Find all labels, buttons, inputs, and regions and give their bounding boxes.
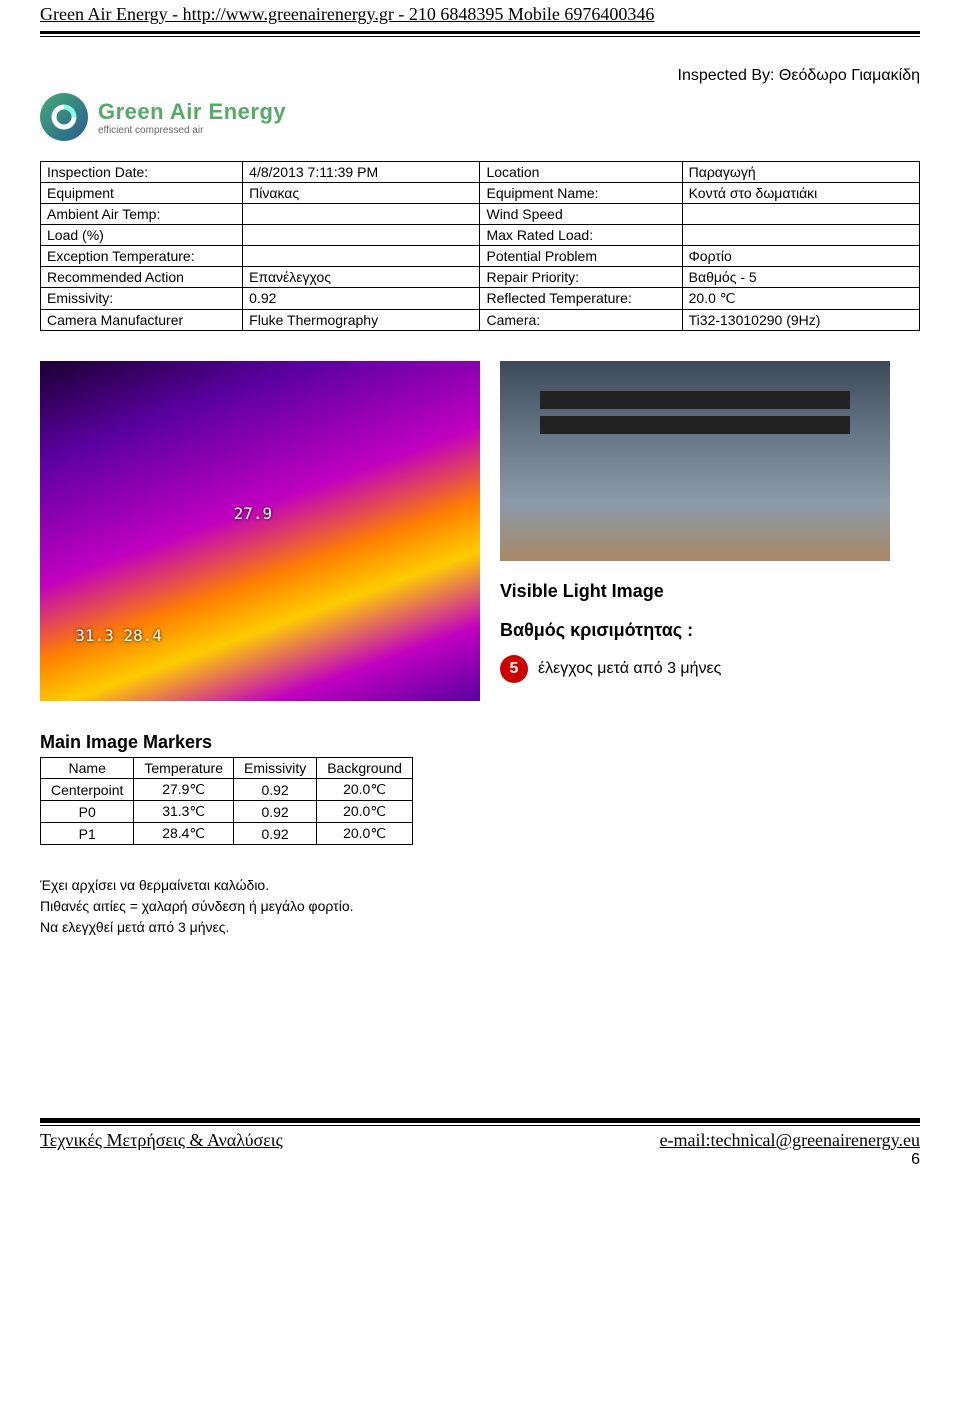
spec-cell: Κοντά στο δωματιάκι: [682, 183, 919, 204]
spec-cell: Παραγωγή: [682, 162, 919, 183]
spec-cell: Φορτίο: [682, 246, 919, 267]
footer-right: e-mail:technical@greenairenergy.eu: [660, 1130, 920, 1151]
markers-table: NameTemperatureEmissivityBackground Cent…: [40, 757, 413, 845]
spec-cell: [243, 204, 480, 225]
brand-tagline: efficient compressed air: [98, 125, 286, 136]
spec-cell: [243, 225, 480, 246]
check-text: έλεγχος μετά από 3 μήνες: [538, 660, 721, 678]
markers-cell: 27.9℃: [134, 779, 234, 801]
criticality-row: 5 έλεγχος μετά από 3 μήνες: [500, 655, 890, 683]
notes: Έχει αρχίσει να θερμαίνεται καλώδιο.Πιθα…: [40, 875, 920, 938]
spec-cell: Fluke Thermography: [243, 310, 480, 331]
footer-left: Τεχνικές Μετρήσεις & Αναλύσεις: [40, 1130, 283, 1151]
spec-cell: [682, 204, 919, 225]
spec-cell: Inspection Date:: [41, 162, 243, 183]
spec-cell: Camera:: [480, 310, 682, 331]
markers-cell: P1: [41, 823, 134, 845]
spec-cell: Wind Speed: [480, 204, 682, 225]
spec-cell: Exception Temperature:: [41, 246, 243, 267]
markers-cell: P0: [41, 801, 134, 823]
markers-cell: 0.92: [233, 779, 316, 801]
spec-cell: [682, 225, 919, 246]
spec-cell: Load (%): [41, 225, 243, 246]
markers-col: Emissivity: [233, 758, 316, 779]
spec-cell: Επανέλεγχος: [243, 267, 480, 288]
spec-cell: Camera Manufacturer: [41, 310, 243, 331]
markers-cell: 20.0℃: [317, 823, 413, 845]
note-line: Πιθανές αιτίες = χαλαρή σύνδεση ή μεγάλο…: [40, 896, 920, 917]
thermal-image: 27.9 31.3 28.4: [40, 361, 480, 701]
spec-table: Inspection Date:4/8/2013 7:11:39 PMLocat…: [40, 161, 920, 331]
spec-cell: 20.0 ℃: [682, 288, 919, 310]
markers-cell: 28.4℃: [134, 823, 234, 845]
spec-cell: Ti32-13010290 (9Hz): [682, 310, 919, 331]
thermal-marker-2: 31.3 28.4: [75, 626, 162, 645]
spec-cell: Πίνακας: [243, 183, 480, 204]
logo-icon: [40, 93, 88, 141]
note-line: Να ελεγχθεί μετά από 3 μήνες.: [40, 917, 920, 938]
spec-cell: Ambient Air Temp:: [41, 204, 243, 225]
page-header: Green Air Energy - http://www.greenairen…: [0, 0, 960, 29]
page-footer: Τεχνικές Μετρήσεις & Αναλύσεις e-mail:te…: [0, 1126, 960, 1151]
spec-cell: Location: [480, 162, 682, 183]
page-number: 6: [0, 1151, 960, 1169]
markers-cell: Centerpoint: [41, 779, 134, 801]
markers-cell: 0.92: [233, 801, 316, 823]
markers-cell: 20.0℃: [317, 779, 413, 801]
criticality-badge: 5: [500, 655, 528, 683]
images-row: 27.9 31.3 28.4 Visible Light Image Βαθμό…: [40, 361, 920, 701]
markers-col: Background: [317, 758, 413, 779]
spec-cell: Repair Priority:: [480, 267, 682, 288]
spec-cell: Reflected Temperature:: [480, 288, 682, 310]
markers-cell: 20.0℃: [317, 801, 413, 823]
spec-cell: 4/8/2013 7:11:39 PM: [243, 162, 480, 183]
markers-cell: 0.92: [233, 823, 316, 845]
markers-cell: 31.3℃: [134, 801, 234, 823]
logo-row: Green Air Energy efficient compressed ai…: [40, 93, 920, 141]
markers-col: Temperature: [134, 758, 234, 779]
header-rule-thick: [40, 31, 920, 34]
visible-light-image: [500, 361, 890, 561]
note-line: Έχει αρχίσει να θερμαίνεται καλώδιο.: [40, 875, 920, 896]
logo-text: Green Air Energy efficient compressed ai…: [98, 99, 286, 136]
brand-name: Green Air Energy: [98, 99, 286, 125]
criticality-label: Βαθμός κρισιμότητας :: [500, 620, 890, 641]
spec-cell: Potential Problem: [480, 246, 682, 267]
spec-cell: Recommended Action: [41, 267, 243, 288]
markers-title: Main Image Markers: [40, 732, 920, 753]
spec-cell: Equipment: [41, 183, 243, 204]
inspected-by: Inspected By: Θεόδωρο Γιαμακίδη: [40, 67, 920, 85]
thermal-marker-1: 27.9: [234, 504, 273, 523]
spec-cell: 0.92: [243, 288, 480, 310]
spec-cell: [243, 246, 480, 267]
spec-cell: Max Rated Load:: [480, 225, 682, 246]
visible-light-label: Visible Light Image: [500, 581, 890, 602]
spec-cell: Βαθμός - 5: [682, 267, 919, 288]
spec-cell: Equipment Name:: [480, 183, 682, 204]
markers-col: Name: [41, 758, 134, 779]
spec-cell: Emissivity:: [41, 288, 243, 310]
footer-rule-thick: [40, 1118, 920, 1123]
header-text: Green Air Energy - http://www.greenairen…: [40, 4, 654, 24]
